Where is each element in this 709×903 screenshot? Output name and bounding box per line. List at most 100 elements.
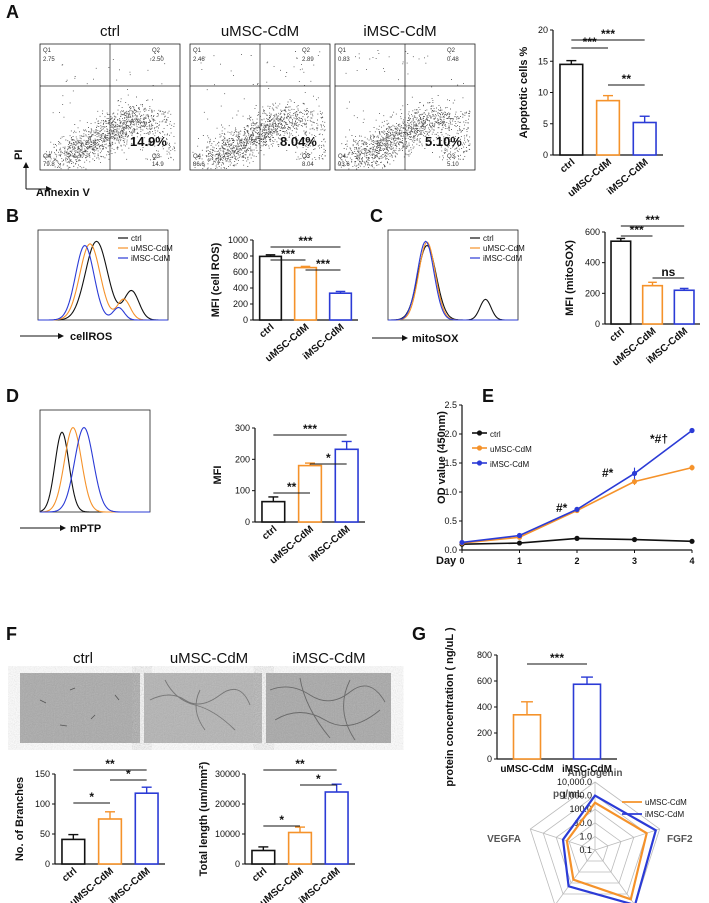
data-point <box>631 478 638 485</box>
y-tick-label: 1000 <box>228 235 248 245</box>
bar <box>134 792 159 865</box>
bar <box>334 448 359 523</box>
y-axis-label: protein concentration ( ng/uL ) <box>444 627 456 787</box>
bar <box>610 240 632 325</box>
legend-b-imsc: iMSC-CdM <box>131 254 170 263</box>
panel-label-f: F <box>6 624 17 644</box>
flow-plot-imsc: iMSC-CdM Q1 0.83 Q2 0.48 Q4 93.6 Q3 5.10… <box>334 23 476 171</box>
flow-axes-legend: PI Annexin V <box>13 150 90 199</box>
histogram-curve-imsc <box>38 244 168 321</box>
y-tick-label: 1.0 <box>444 487 457 497</box>
data-point <box>631 536 638 543</box>
significance-label: * <box>326 451 331 465</box>
radar-chart: pg/mL 10,000.0 1,000.0 100.0 10.0 1.0 0.1 Angi… <box>487 768 693 903</box>
y-tick-label: 50 <box>40 829 50 839</box>
radar-series-polygon <box>561 794 658 903</box>
bar <box>297 464 323 523</box>
legend-b-ctrl: ctrl <box>131 234 142 243</box>
y-axis-label: No. of Branches <box>14 777 26 861</box>
y-tick-label: 600 <box>585 227 600 237</box>
micrographs: ctrl uMSC-CdM iMSC-CdM <box>20 650 391 743</box>
x-tick-label: uMSC-CdM <box>500 764 553 775</box>
data-point <box>459 539 465 546</box>
q3-label-umsc: Q3 <box>302 154 311 160</box>
radar-grid-ring <box>529 781 661 903</box>
micrograph-imsc <box>266 673 391 743</box>
bar-chart-A_bar: 05101520ctrluMSC-CdMiMSC-CdM********Apop… <box>518 25 663 200</box>
bar <box>559 63 584 156</box>
y-tick-label: 600 <box>233 267 248 277</box>
q1-label-imsc: Q1 <box>338 48 347 54</box>
annexin-axis-label: Annexin V <box>36 187 90 199</box>
bar <box>258 255 283 321</box>
x-tick-label: 0 <box>459 556 464 566</box>
q4-value-ctrl: 79.8 <box>43 162 55 168</box>
y-tick-label: 400 <box>233 283 248 293</box>
y-tick-label: 0.0 <box>444 545 457 555</box>
bar <box>512 713 542 760</box>
panel-label-a: A <box>6 2 19 22</box>
line-chart-od: ctrl uMSC-CdM iMSC-CdM #* #* *#† 0.0 0.5 1… <box>436 400 695 567</box>
legend-marker <box>476 430 483 436</box>
data-point <box>689 465 695 471</box>
significance-label: *** <box>303 422 317 436</box>
q4-label-umsc: Q4 <box>193 154 202 160</box>
radar-ring-label: 10.0 <box>574 818 592 828</box>
histogram-curve-imsc <box>388 240 518 321</box>
x-tick-label: 1 <box>517 556 522 566</box>
y-tick-label: 0 <box>595 319 600 329</box>
series-line <box>461 466 693 544</box>
data-point <box>689 427 695 434</box>
y-tick-label: 30000 <box>215 769 240 779</box>
micrograph-umsc <box>144 673 262 743</box>
significance-label: *** <box>550 651 564 665</box>
y-tick-label: 0.5 <box>444 516 457 526</box>
annotation-day2: #* <box>556 501 568 515</box>
radar-grid-ring <box>555 808 635 884</box>
bar-chart-G_bar: 0 200 400 600 800 uMSC-CdM iMSC-CdM *** protein … <box>444 627 617 787</box>
micrograph-title-ctrl: ctrl <box>73 650 93 667</box>
x-tick-label: ctrl <box>558 157 577 176</box>
significance-label: *** <box>583 35 597 49</box>
bar <box>251 849 276 865</box>
x-tick-label: 2 <box>574 556 579 566</box>
significance-label: *** <box>645 213 659 227</box>
y-tick-label: 800 <box>477 650 492 660</box>
legend-marker <box>476 445 483 451</box>
y-axis-label: Apoptotic cells % <box>518 46 530 138</box>
significance-label: ** <box>105 757 115 771</box>
legend-b-umsc: uMSC-CdM <box>131 244 173 253</box>
radar-grid-ring <box>581 835 609 862</box>
histogram-curve-imsc <box>40 426 150 513</box>
y-tick-label: 20 <box>538 25 548 35</box>
bar <box>324 791 349 865</box>
micrograph-ctrl <box>20 673 140 743</box>
x-tick-label: 3 <box>632 556 637 566</box>
scatter-events <box>337 50 471 170</box>
y-tick-label: 2.5 <box>444 400 457 410</box>
flow-title-imsc: iMSC-CdM <box>363 23 436 40</box>
data-point <box>574 535 580 542</box>
q1-value-imsc: 0.83 <box>338 57 350 63</box>
bar <box>595 99 621 156</box>
y-tick-label: 0 <box>235 859 240 869</box>
q4-label-imsc: Q4 <box>338 154 347 160</box>
histogram-mitosox: mitoSOX ctrl uMSC-CdM iMSC-CdM <box>372 229 525 345</box>
legend-c-imsc: iMSC-CdM <box>483 254 522 263</box>
x-tick-label: iMSC-CdM <box>605 157 650 198</box>
radar-legend-label: uMSC-CdM <box>645 798 687 807</box>
radar-ring-label: 100.0 <box>569 804 592 814</box>
y-tick-label: 200 <box>235 454 250 464</box>
legend-c-ctrl: ctrl <box>483 234 494 243</box>
q3-value-umsc: 8.04 <box>302 162 314 168</box>
bar-chart-B_bar: 02004006008001000ctrluMSC-CdMiMSC-CdM***… <box>210 234 358 365</box>
legend-c-umsc: uMSC-CdM <box>483 244 525 253</box>
y-tick-label: 1.5 <box>444 458 457 468</box>
x-tick-label: iMSC-CdM <box>107 866 152 903</box>
bar-chart-F_length: 0100002000030000ctrluMSC-CdMiMSC-CdM****… <box>198 757 355 903</box>
bar <box>641 284 664 325</box>
scatter-events <box>192 51 326 170</box>
y-tick-label: 0 <box>245 517 250 527</box>
